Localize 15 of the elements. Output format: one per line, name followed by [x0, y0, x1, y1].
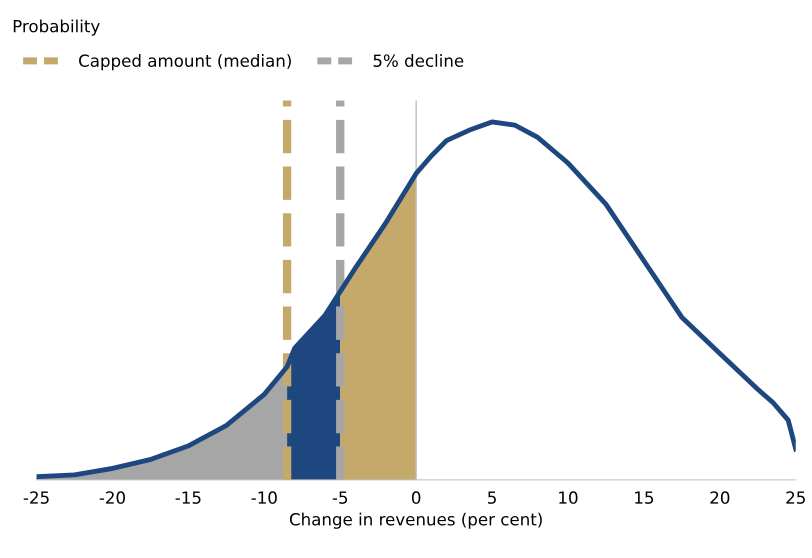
- x-tick-label: -15: [176, 492, 201, 504]
- x-tick-label: 5: [488, 492, 496, 504]
- legend-label: Capped amount (median): [79, 54, 291, 70]
- x-tick-label: 0: [412, 491, 420, 504]
- legend-label: 5% decline: [374, 54, 464, 67]
- x-tick-label: 10: [559, 491, 578, 504]
- x-tick-label: 25: [786, 491, 805, 504]
- x-tick-label: -5: [332, 492, 348, 504]
- x-tick-label: 20: [710, 491, 730, 504]
- x-tick-label: -20: [100, 491, 125, 504]
- x-axis-title: Change in revenues (per cent): [290, 512, 542, 529]
- x-tick-label: -10: [252, 491, 277, 504]
- x-tick-label: -25: [24, 491, 49, 504]
- text: Probability: [14, 20, 100, 36]
- x-tick-label: 15: [635, 492, 654, 504]
